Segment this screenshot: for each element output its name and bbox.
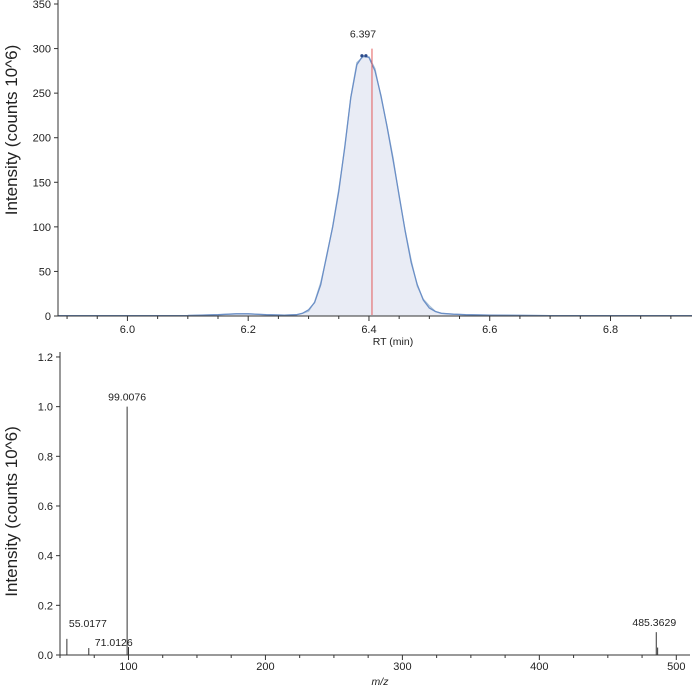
- chromatogram-y-tick-label: 0: [45, 311, 51, 323]
- spectrum-peak-label: 55.0177: [69, 618, 107, 630]
- spectrum-x-tick-label: 400: [530, 661, 548, 673]
- chromatogram-y-tick-label: 100: [33, 222, 51, 234]
- spectrum-x-tick-label: 500: [667, 661, 685, 673]
- spectrum-peak-label: 71.0126: [95, 637, 133, 649]
- peak-apex-dot: [360, 54, 364, 58]
- chromatogram-x-tick-label: 6.2: [241, 324, 256, 336]
- chromatogram-x-tick-label: 6.0: [120, 324, 135, 336]
- chromatogram-y-tick-label: 300: [33, 44, 51, 56]
- chromatogram-x-axis-title: RT (min): [373, 336, 413, 348]
- peak-area-fill: [58, 55, 692, 316]
- chromatogram-axes: 0 50 100 150 200 250 300 350 6.0 6.2 6.4 6.6 6.8: [33, 0, 692, 336]
- spectrum-y-tick-label: 0.6: [38, 501, 53, 513]
- chromatogram-x-tick-label: 6.6: [482, 324, 497, 336]
- spectrum-y-tick-label: 0.2: [38, 600, 53, 612]
- spectrum-y-tick-label: 1.0: [38, 402, 53, 414]
- spectrum-y-tick-label: 0.4: [38, 551, 53, 563]
- chromatogram-y-tick-label: 200: [33, 133, 51, 145]
- chromatogram-y-axis-title: Intensity (counts 10^6): [2, 45, 21, 216]
- spectrum-x-tick-label: 300: [393, 661, 411, 673]
- spectrum-x-tick-label: 100: [119, 661, 137, 673]
- spectrum-axes: 0.0 0.2 0.4 0.6 0.8 1.0 1.2 100 200 300 400 500: [38, 352, 690, 673]
- chromatogram-y-tick-label: 150: [33, 177, 51, 189]
- peak-rt-label: 6.397: [350, 29, 376, 41]
- spectrum-y-axis-title: Intensity (counts 10^6): [2, 426, 21, 597]
- spectrum-y-tick-label: 0.0: [38, 650, 53, 662]
- spectrum-y-tick-label: 1.2: [38, 352, 53, 364]
- chromatogram-plot: [58, 48, 692, 317]
- spectrum-x-axis-title: m/z: [372, 676, 390, 688]
- spectrum-peak-label: 99.0076: [108, 392, 146, 404]
- chromatogram-panel: 0 50 100 150 200 250 300 350 6.0 6.2 6.4 6.6 6.8 RT …: [2, 0, 692, 348]
- chromatogram-x-tick-label: 6.4: [361, 324, 376, 336]
- chromatogram-x-tick-label: 6.8: [603, 324, 618, 336]
- spectrum-y-tick-label: 0.8: [38, 451, 53, 463]
- spectrum-peak-label: 485.3629: [632, 617, 676, 629]
- chromatogram-y-tick-label: 50: [39, 266, 51, 278]
- spectrum-x-tick-label: 200: [256, 661, 274, 673]
- chromatogram-y-tick-label: 350: [33, 0, 51, 11]
- spectrum-plot: 55.0177 71.0126 99.0076 485.3629: [66, 392, 676, 655]
- peak-apex-dot: [364, 54, 368, 58]
- chromatogram-y-tick-label: 250: [33, 88, 51, 100]
